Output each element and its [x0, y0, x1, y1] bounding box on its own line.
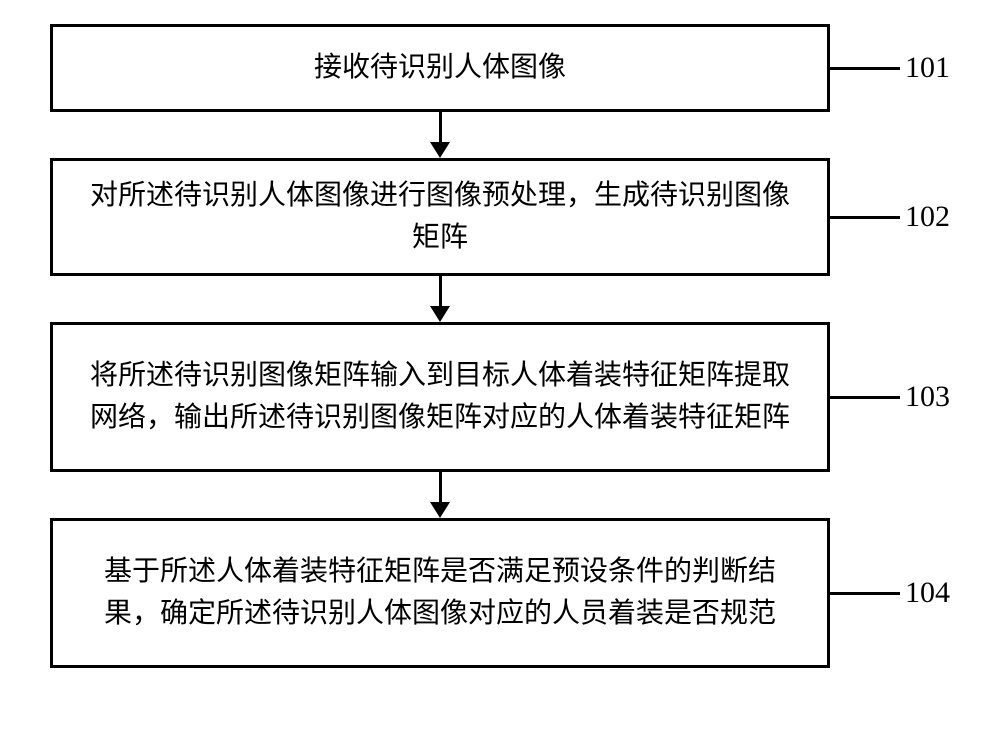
- step-row-104: 基于所述人体着装特征矩阵是否满足预设条件的判断结果，确定所述待识别人体图像对应的…: [50, 518, 950, 668]
- step-number: 101: [905, 51, 950, 85]
- arrow-down-icon: [430, 502, 450, 518]
- arrow-down-icon: [430, 306, 450, 322]
- step-number: 104: [905, 576, 950, 610]
- leader-line: [830, 216, 900, 219]
- leader-104: 104: [830, 518, 950, 668]
- leader-101: 101: [830, 24, 950, 112]
- connector-line: [439, 112, 442, 143]
- step-text: 基于所述人体着装特征矩阵是否满足预设条件的判断结果，确定所述待识别人体图像对应的…: [77, 551, 803, 635]
- step-text: 对所述待识别人体图像进行图像预处理，生成待识别图像矩阵: [77, 175, 803, 259]
- step-row-103: 将所述待识别图像矩阵输入到目标人体着装特征矩阵提取网络，输出所述待识别图像矩阵对…: [50, 322, 950, 472]
- leader-102: 102: [830, 158, 950, 276]
- arrow-down-icon: [430, 142, 450, 158]
- connector-2-3: [50, 276, 830, 322]
- step-row-101: 接收待识别人体图像 101: [50, 24, 950, 112]
- flowchart: 接收待识别人体图像 101 对所述待识别人体图像进行图像预处理，生成待识别图像矩…: [50, 24, 950, 668]
- step-box-101: 接收待识别人体图像: [50, 24, 830, 112]
- step-number: 103: [905, 380, 950, 414]
- step-box-104: 基于所述人体着装特征矩阵是否满足预设条件的判断结果，确定所述待识别人体图像对应的…: [50, 518, 830, 668]
- step-box-102: 对所述待识别人体图像进行图像预处理，生成待识别图像矩阵: [50, 158, 830, 276]
- leader-line: [830, 396, 900, 399]
- connector-line: [439, 472, 442, 503]
- step-text: 将所述待识别图像矩阵输入到目标人体着装特征矩阵提取网络，输出所述待识别图像矩阵对…: [77, 355, 803, 439]
- step-text: 接收待识别人体图像: [314, 47, 566, 89]
- leader-line: [830, 592, 900, 595]
- step-number: 102: [905, 200, 950, 234]
- connector-3-4: [50, 472, 830, 518]
- connector-line: [439, 276, 442, 307]
- step-box-103: 将所述待识别图像矩阵输入到目标人体着装特征矩阵提取网络，输出所述待识别图像矩阵对…: [50, 322, 830, 472]
- step-row-102: 对所述待识别人体图像进行图像预处理，生成待识别图像矩阵 102: [50, 158, 950, 276]
- leader-103: 103: [830, 322, 950, 472]
- leader-line: [830, 67, 900, 70]
- connector-1-2: [50, 112, 830, 158]
